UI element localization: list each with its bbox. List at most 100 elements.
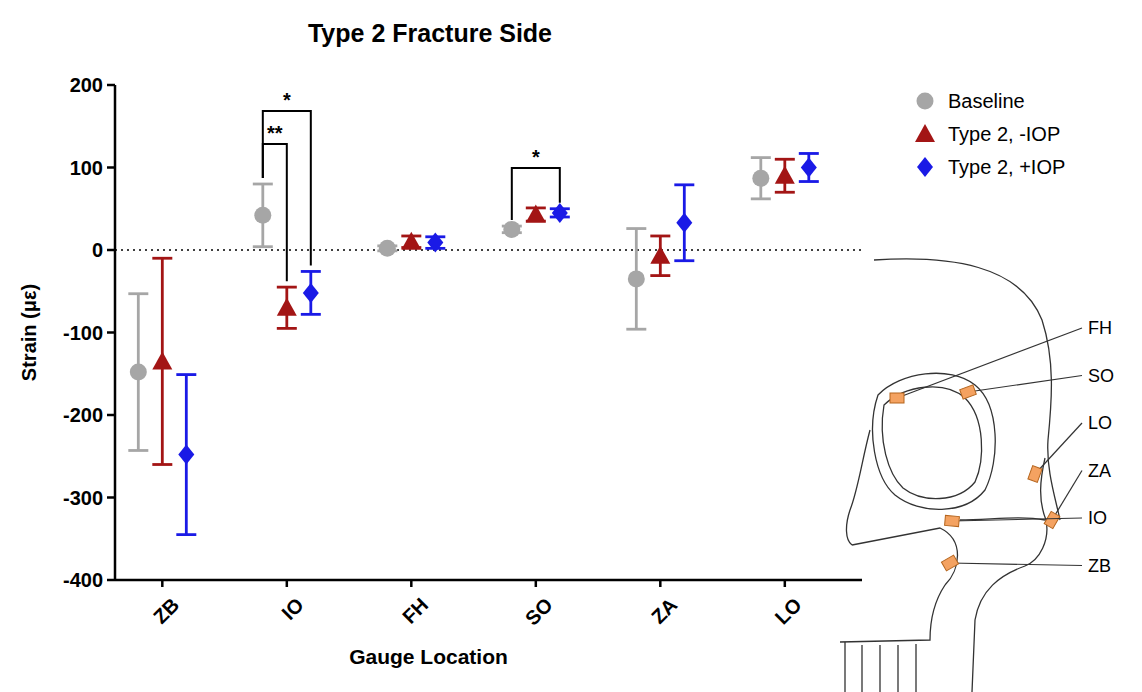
- title: Type 2 Fracture Side: [308, 19, 552, 47]
- point: [650, 246, 670, 264]
- skull-diagram: FHSOLOZAIOZB: [840, 259, 1114, 692]
- point: [130, 364, 147, 381]
- point: [503, 221, 520, 238]
- legend-label: Baseline: [948, 90, 1025, 112]
- strain-gauge: [960, 385, 977, 399]
- x-axis-title: Gauge Location: [349, 645, 508, 668]
- y-tick: [107, 84, 115, 87]
- series: [152, 159, 795, 464]
- leader-line: [950, 563, 1082, 566]
- chart: Type 2 Fracture Side -400 -300 -200 -100 0 100…: [0, 0, 1142, 692]
- strain-gauge: [1044, 511, 1060, 528]
- x-tick: [659, 580, 662, 587]
- strain-gauge: [941, 555, 958, 571]
- significance-bracket: *: [512, 146, 560, 220]
- y-tick-label: -300: [63, 487, 103, 509]
- gauge-label: ZB: [1088, 556, 1111, 576]
- x-tick-label: IO: [277, 593, 307, 623]
- x-tick: [784, 580, 787, 587]
- error-bar: [674, 185, 694, 261]
- legend-marker: [917, 93, 934, 110]
- y-tick-label: -400: [63, 569, 103, 591]
- y-tick: [107, 496, 115, 499]
- skull-outline: [1025, 458, 1047, 566]
- y-tick-label: 200: [70, 74, 103, 96]
- legend-label: Type 2, -IOP: [948, 123, 1060, 145]
- point: [526, 205, 546, 223]
- error-bar: [277, 287, 297, 328]
- error-bar: [301, 271, 321, 314]
- point: [801, 158, 817, 178]
- strain-gauge: [890, 393, 904, 403]
- skull-outline: [873, 373, 996, 509]
- point: [303, 283, 319, 303]
- gauge-label: LO: [1088, 413, 1112, 433]
- legend-marker: [917, 157, 933, 177]
- x-tick: [286, 580, 289, 587]
- point: [628, 270, 645, 287]
- leader-line: [1035, 423, 1082, 474]
- x-tick: [410, 580, 413, 587]
- bracket-line: [512, 168, 560, 220]
- point: [775, 166, 795, 184]
- x-tick-label: ZB: [149, 593, 183, 627]
- leader-line: [952, 518, 1082, 521]
- significance-label: *: [283, 89, 291, 111]
- skull-outline: [845, 642, 916, 692]
- x-tick: [535, 580, 538, 587]
- y-tick-label: 100: [70, 157, 103, 179]
- error-bar: [751, 158, 771, 199]
- point: [178, 445, 194, 465]
- y-tick-label: -200: [63, 404, 103, 426]
- x-tick-label: LO: [771, 593, 806, 628]
- skull-outline: [852, 528, 958, 585]
- significance-label: **: [267, 122, 283, 144]
- point: [427, 233, 443, 253]
- bracket-line: [263, 111, 311, 265]
- strain-gauge: [945, 515, 960, 526]
- significance-bracket: *: [263, 89, 311, 265]
- gauge-label: IO: [1088, 508, 1107, 528]
- point: [379, 240, 396, 257]
- error-bar: [128, 294, 148, 451]
- legend-marker: [915, 124, 935, 142]
- y-axis-title: Strain (με): [18, 284, 40, 381]
- legend: Baseline Type 2, -IOP Type 2, +IOP: [915, 90, 1065, 178]
- significance-bracket: **: [263, 122, 287, 281]
- legend-label: Type 2, +IOP: [948, 156, 1065, 178]
- x-tick-label: FH: [398, 593, 432, 627]
- error-bar: [253, 184, 273, 247]
- bracket-line: [263, 144, 287, 281]
- error-bar: [626, 229, 646, 330]
- significance-label: *: [532, 146, 540, 168]
- leader-line: [1052, 471, 1082, 521]
- x-tick: [161, 580, 164, 587]
- y-tick-label: 0: [92, 239, 103, 261]
- series: [176, 153, 819, 534]
- y-tick: [107, 414, 115, 417]
- y-tick: [107, 331, 115, 334]
- y-tick: [107, 249, 115, 252]
- skull-outline: [846, 430, 870, 545]
- plot-area: [128, 153, 819, 534]
- point: [152, 351, 172, 369]
- skull-outline: [840, 585, 945, 642]
- skull-outline: [972, 566, 1025, 692]
- x-axis: [115, 579, 862, 582]
- y-tick: [107, 166, 115, 169]
- error-bar: [176, 375, 196, 535]
- point: [254, 207, 271, 224]
- y-tick-label: -100: [63, 322, 103, 344]
- gauge-label: FH: [1088, 318, 1112, 338]
- leader-line: [968, 376, 1082, 393]
- point: [277, 298, 297, 316]
- error-bar: [799, 153, 819, 181]
- strain-gauge: [1028, 466, 1042, 483]
- gauge-label: SO: [1088, 366, 1114, 386]
- skull-outline: [882, 387, 981, 499]
- skull-outline: [874, 259, 1060, 520]
- reference-line: [115, 249, 862, 251]
- point: [676, 213, 692, 233]
- x-tick-label: SO: [521, 593, 557, 629]
- error-bar: [775, 159, 795, 192]
